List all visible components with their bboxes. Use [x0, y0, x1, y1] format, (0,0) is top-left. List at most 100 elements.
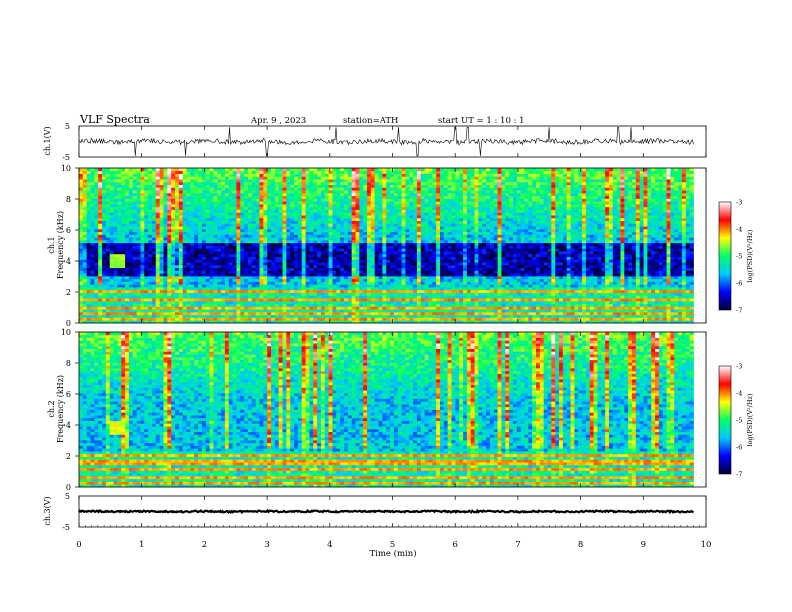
spectrogram-cell: [297, 251, 303, 255]
spectrogram-cell: [332, 309, 337, 313]
spectrogram-cell: [251, 179, 257, 183]
spectrogram-cell: [224, 220, 230, 224]
spectrogram-cell: [416, 203, 422, 208]
spectrogram-cell: [128, 287, 134, 291]
spectrogram-cell: [178, 309, 184, 313]
spectrogram-cell: [263, 298, 268, 302]
spectrogram-cell: [82, 170, 88, 174]
spectrogram-cell: [409, 195, 414, 199]
spectrogram-cell: [405, 300, 410, 305]
spectrogram-cell: [390, 237, 395, 241]
spectrogram-cell: [378, 170, 383, 174]
spectrogram-cell: [332, 281, 337, 285]
spectrogram-cell: [343, 176, 349, 180]
spectrogram-cell: [82, 223, 88, 227]
spectrogram-cell: [98, 300, 103, 305]
spectrogram-cell: [247, 184, 253, 188]
spectrogram-cell: [113, 239, 118, 244]
spectrogram-cell: [301, 287, 306, 291]
spectrogram-cell: [186, 317, 191, 321]
spectrogram-cell: [336, 264, 341, 269]
spectrogram-cell: [386, 170, 391, 174]
spectrogram-cell: [201, 192, 207, 197]
spectrogram-cell: [128, 203, 134, 208]
spectrogram-cell: [340, 242, 345, 246]
spectrogram-cell: [228, 251, 234, 255]
spectrogram-cell: [286, 217, 291, 221]
spectrogram-cell: [378, 195, 383, 199]
spectrogram-cell: [159, 215, 164, 219]
spectrogram-cell: [393, 206, 399, 210]
spectrogram-cell: [294, 195, 299, 199]
spectrogram-cell: [144, 231, 149, 235]
spectrogram-cell: [178, 201, 184, 205]
spectrogram-cell: [274, 287, 280, 291]
spectrogram-cell: [209, 242, 214, 246]
spectrogram-cell: [374, 198, 379, 202]
spectrogram-cell: [125, 245, 130, 249]
spectrogram-cell: [194, 201, 199, 205]
spectrogram-cell: [198, 176, 203, 180]
spectrogram-cell: [370, 226, 376, 230]
spectrogram-cell: [363, 217, 368, 221]
spectrogram-cell: [201, 187, 207, 191]
spectrogram-cell: [79, 173, 84, 177]
spectrogram-cell: [198, 201, 203, 205]
spectrogram-cell: [155, 245, 161, 249]
spectrogram-cell: [320, 275, 326, 280]
spectrogram-cell: [105, 281, 111, 285]
spectrogram-cell: [301, 262, 306, 266]
spectrogram-cell: [390, 181, 395, 186]
spectrogram-cell: [359, 181, 364, 186]
spectrogram-cell: [86, 309, 91, 313]
spectrogram-cell: [159, 192, 164, 197]
spectrogram-cell: [355, 190, 360, 194]
spectrogram-cell: [301, 303, 306, 307]
spectrogram-cell: [397, 184, 402, 188]
spectrogram-cell: [386, 223, 391, 227]
spectrogram-cell: [148, 234, 153, 238]
spectrogram-cell: [109, 253, 114, 257]
spectrogram-cell: [390, 314, 395, 318]
spectrogram-cell: [282, 270, 287, 274]
spectrogram-cell: [351, 195, 356, 199]
spectrogram-cell: [347, 198, 353, 202]
spectrogram-cell: [113, 281, 118, 285]
spectrogram-cell: [263, 253, 268, 257]
spectrogram-cell: [90, 192, 95, 197]
spectrogram-cell: [224, 303, 230, 307]
spectrogram-cell: [175, 176, 180, 180]
spectrogram-cell: [347, 273, 353, 277]
spectrogram-cell: [221, 195, 226, 199]
spectrogram-cell: [182, 281, 187, 285]
spectrogram-cell: [159, 278, 164, 282]
spectrogram-cell: [320, 311, 326, 316]
spectrogram-cell: [251, 259, 257, 263]
spectrogram-cell: [255, 203, 260, 208]
spectrogram-cell: [221, 170, 226, 174]
spectrogram-cell: [182, 256, 187, 260]
spectrogram-cell: [94, 187, 99, 191]
spectrogram-cell: [416, 259, 422, 263]
spectrogram-cell: [397, 195, 402, 199]
spectrogram-cell: [363, 203, 368, 208]
spectrogram-cell: [355, 262, 360, 266]
spectrogram-cell: [259, 181, 264, 186]
spectrogram-cell: [205, 256, 210, 260]
spectrogram-cell: [244, 242, 249, 246]
spectrogram-cell: [117, 281, 122, 285]
spectrogram-cell: [382, 181, 387, 186]
spectrogram-cell: [297, 256, 303, 260]
spectrogram-cell: [98, 278, 103, 282]
spectrogram-cell: [198, 275, 203, 280]
spectrogram-cell: [282, 181, 287, 186]
spectrogram-cell: [178, 231, 184, 235]
spectrogram-cell: [343, 187, 349, 191]
spectrogram-cell: [144, 228, 149, 233]
spectrogram-cell: [113, 217, 118, 221]
spectrogram-cell: [382, 170, 387, 174]
spectrogram-cell: [255, 303, 260, 307]
spectrogram-cell: [301, 292, 306, 296]
spectrogram-cell: [416, 187, 422, 191]
spectrogram-cell: [125, 181, 130, 186]
